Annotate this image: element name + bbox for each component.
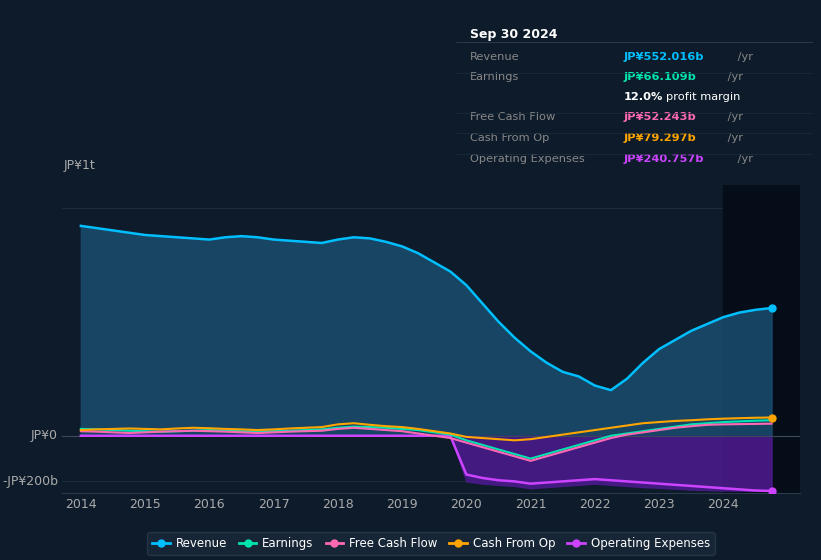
Text: Revenue: Revenue bbox=[470, 52, 520, 62]
Text: Free Cash Flow: Free Cash Flow bbox=[470, 113, 555, 122]
Bar bbox=[723, 185, 800, 493]
Text: -JP¥200b: -JP¥200b bbox=[2, 475, 57, 488]
Text: Earnings: Earnings bbox=[470, 72, 520, 82]
Text: 12.0%: 12.0% bbox=[623, 92, 663, 101]
Text: JP¥66.109b: JP¥66.109b bbox=[623, 72, 696, 82]
Text: JP¥240.757b: JP¥240.757b bbox=[623, 154, 704, 164]
Text: JP¥52.243b: JP¥52.243b bbox=[623, 113, 696, 122]
Text: Operating Expenses: Operating Expenses bbox=[470, 154, 585, 164]
Text: JP¥1t: JP¥1t bbox=[64, 160, 95, 172]
Text: Cash From Op: Cash From Op bbox=[470, 133, 549, 143]
Text: /yr: /yr bbox=[723, 113, 742, 122]
Text: JP¥0: JP¥0 bbox=[31, 430, 57, 442]
Text: /yr: /yr bbox=[723, 133, 742, 143]
Text: /yr: /yr bbox=[723, 72, 742, 82]
Text: profit margin: profit margin bbox=[667, 92, 741, 101]
Legend: Revenue, Earnings, Free Cash Flow, Cash From Op, Operating Expenses: Revenue, Earnings, Free Cash Flow, Cash … bbox=[147, 532, 715, 554]
Text: Sep 30 2024: Sep 30 2024 bbox=[470, 28, 557, 41]
Text: /yr: /yr bbox=[733, 154, 753, 164]
Text: JP¥552.016b: JP¥552.016b bbox=[623, 52, 704, 62]
Text: /yr: /yr bbox=[733, 52, 753, 62]
Text: JP¥79.297b: JP¥79.297b bbox=[623, 133, 696, 143]
